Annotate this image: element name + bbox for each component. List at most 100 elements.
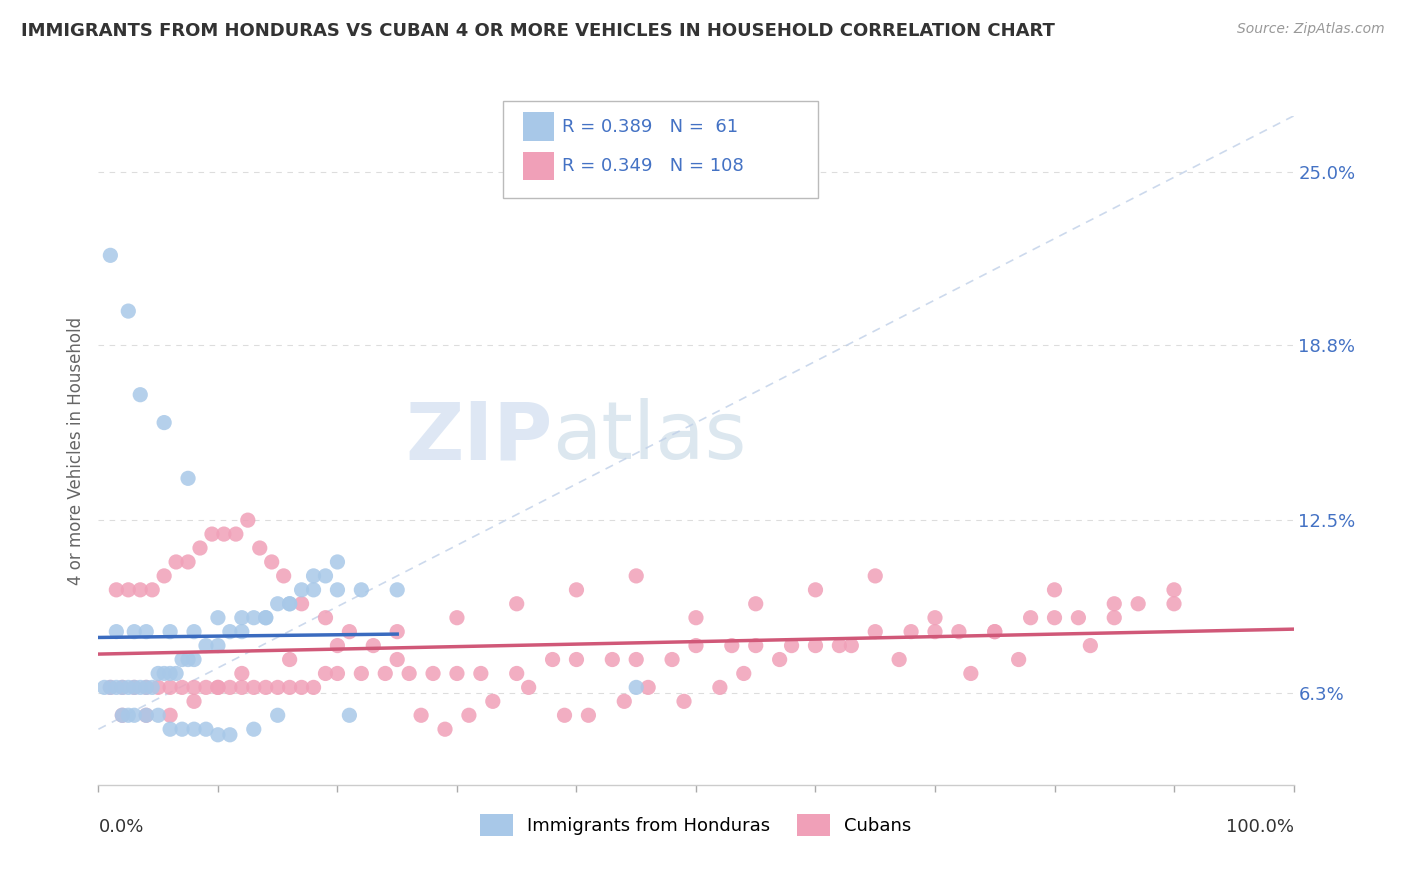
Point (948, 624, 970, 639)
Point (124, 624, 146, 639)
Point (1104, 597, 1126, 611)
Point (865, 624, 887, 639)
Point (243, 611, 266, 625)
Point (1104, 611, 1126, 625)
Point (565, 652, 588, 666)
Point (135, 681, 157, 695)
Point (302, 681, 325, 695)
Point (517, 681, 540, 695)
Point (1163, 582, 1185, 597)
Text: Source: ZipAtlas.com: Source: ZipAtlas.com (1237, 22, 1385, 37)
Point (153, 416, 176, 430)
Point (804, 582, 827, 597)
Point (363, 639, 385, 653)
Point (225, 527, 247, 541)
Point (709, 681, 731, 695)
Point (745, 597, 768, 611)
Point (374, 666, 396, 681)
Point (411, 708, 433, 723)
Point (458, 708, 481, 723)
Point (183, 681, 205, 695)
Point (117, 582, 139, 597)
Point (326, 666, 349, 681)
Point (219, 624, 242, 639)
Point (554, 708, 576, 723)
Point (98, 681, 122, 695)
Point (188, 541, 211, 555)
Point (637, 681, 659, 695)
Legend: Immigrants from Honduras, Cubans: Immigrants from Honduras, Cubans (472, 806, 920, 843)
Point (626, 652, 648, 666)
Point (172, 652, 194, 666)
Point (129, 387, 152, 401)
Point (841, 639, 863, 653)
Point (326, 555, 349, 569)
Text: 0.0%: 0.0% (98, 819, 143, 837)
Point (219, 681, 242, 695)
Point (984, 624, 1007, 639)
Point (105, 624, 128, 639)
Point (159, 681, 181, 695)
Point (446, 666, 468, 681)
Point (1043, 611, 1066, 625)
Point (578, 708, 600, 723)
Point (385, 582, 409, 597)
Point (111, 681, 134, 695)
Point (231, 611, 253, 625)
Point (141, 681, 163, 695)
Point (124, 681, 146, 695)
Point (267, 708, 290, 723)
Point (254, 681, 277, 695)
Y-axis label: 4 or more Vehicles in Household: 4 or more Vehicles in Household (66, 317, 84, 584)
Point (267, 597, 290, 611)
Point (129, 681, 152, 695)
Point (541, 652, 564, 666)
Point (315, 611, 337, 625)
Point (326, 639, 349, 653)
Point (769, 652, 792, 666)
Point (148, 681, 170, 695)
Point (565, 582, 588, 597)
Point (177, 555, 200, 569)
Point (124, 708, 146, 723)
Point (165, 555, 187, 569)
Point (804, 639, 827, 653)
Point (278, 652, 301, 666)
Point (148, 666, 170, 681)
Point (900, 624, 922, 639)
Point (98, 248, 122, 262)
Point (148, 708, 170, 723)
Point (98, 681, 122, 695)
Point (231, 681, 253, 695)
Point (159, 723, 181, 737)
Point (260, 555, 283, 569)
Point (153, 666, 176, 681)
Point (153, 569, 176, 583)
Point (231, 624, 253, 639)
Point (278, 597, 301, 611)
Point (195, 723, 218, 737)
Text: 100.0%: 100.0% (1226, 819, 1294, 837)
Point (302, 582, 325, 597)
Point (273, 569, 295, 583)
Point (780, 639, 803, 653)
Point (673, 694, 696, 708)
Point (249, 541, 271, 555)
Point (613, 694, 636, 708)
Point (183, 624, 205, 639)
Text: IMMIGRANTS FROM HONDURAS VS CUBAN 4 OR MORE VEHICLES IN HOUSEHOLD CORRELATION CH: IMMIGRANTS FROM HONDURAS VS CUBAN 4 OR M… (21, 22, 1054, 40)
Point (212, 527, 235, 541)
Point (339, 708, 361, 723)
Point (960, 666, 983, 681)
Point (254, 611, 277, 625)
Point (685, 639, 707, 653)
Point (385, 624, 409, 639)
Point (350, 582, 373, 597)
Point (1008, 652, 1031, 666)
Point (129, 582, 152, 597)
Point (236, 513, 259, 527)
Point (385, 652, 409, 666)
Point (219, 728, 242, 742)
Point (470, 666, 492, 681)
Point (243, 681, 266, 695)
